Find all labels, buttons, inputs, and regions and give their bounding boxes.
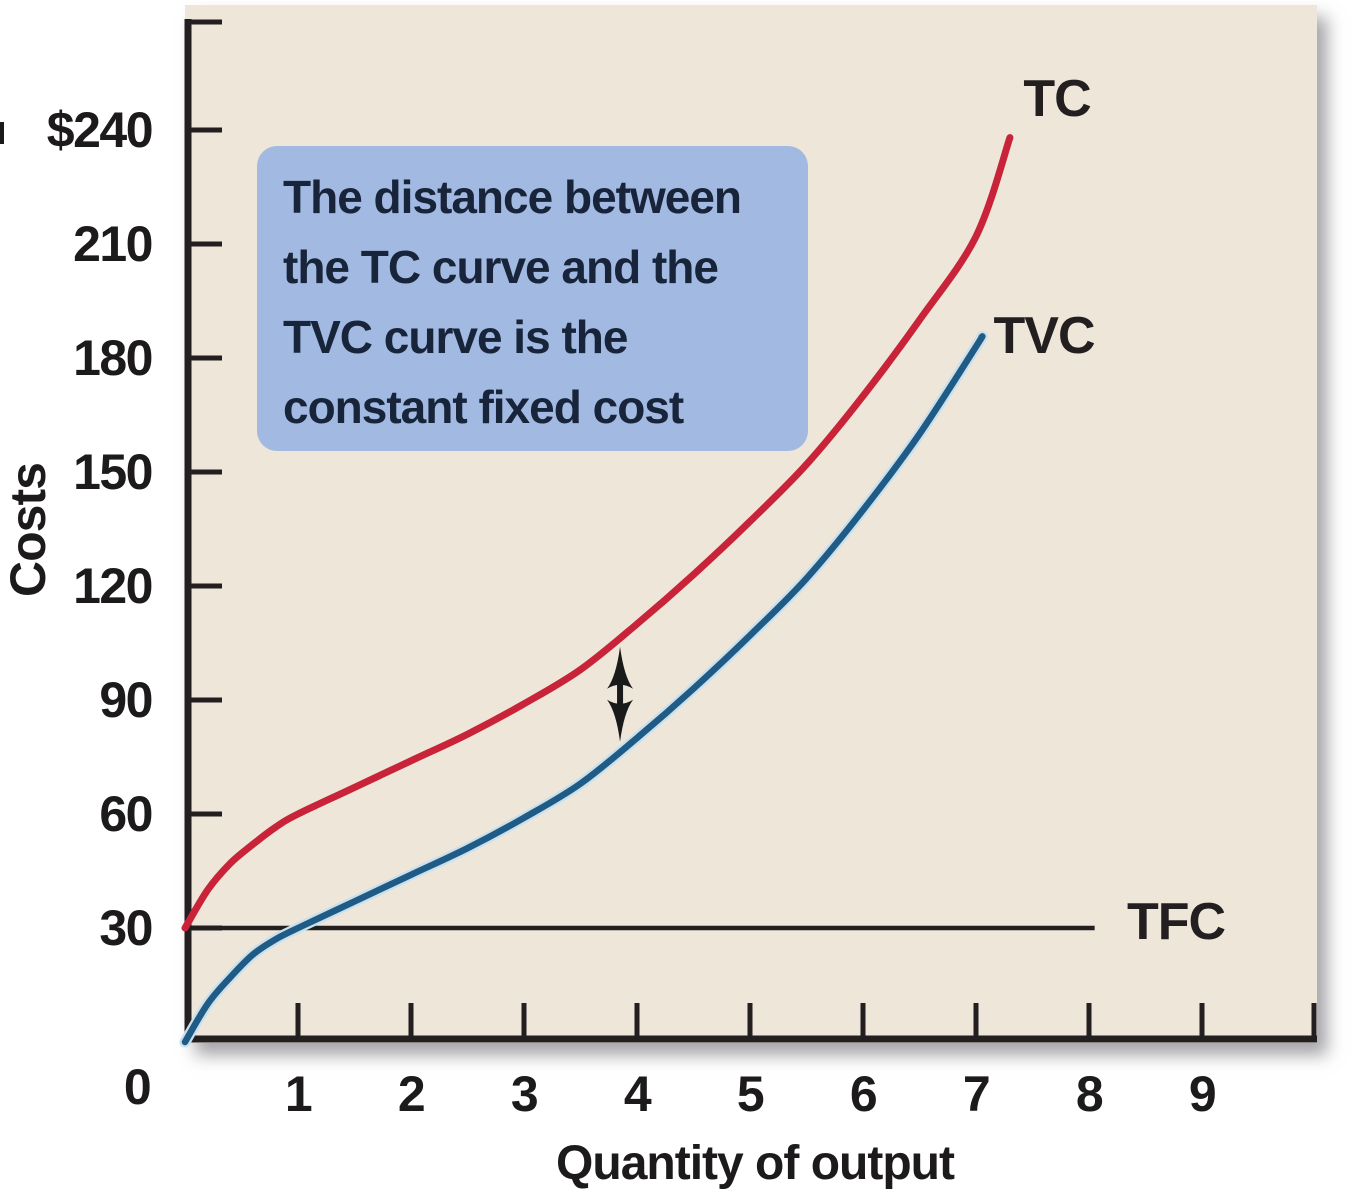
x-tick-label: 1 bbox=[284, 1066, 313, 1122]
x-tick-label: 8 bbox=[1075, 1066, 1104, 1122]
tc-curve-label: TC bbox=[1023, 70, 1091, 128]
annotation-line: the TC curve and the bbox=[283, 241, 719, 293]
tvc-curve bbox=[181, 333, 986, 1046]
origin-tick-label: 0 bbox=[123, 1059, 152, 1115]
y-tick-label: 30 bbox=[99, 900, 153, 956]
tfc-curve-label: TFC bbox=[1126, 893, 1226, 951]
y-tick-label: 180 bbox=[73, 330, 153, 386]
x-tick-label: 9 bbox=[1188, 1066, 1217, 1122]
x-tick-label: 4 bbox=[623, 1066, 652, 1122]
cropped-glyph-artifact bbox=[0, 122, 4, 144]
x-tick-label: 2 bbox=[397, 1066, 426, 1122]
distance-arrow-head-up bbox=[607, 646, 634, 689]
annotation-line: constant fixed cost bbox=[283, 381, 684, 433]
y-tick-label: 150 bbox=[73, 444, 153, 500]
y-tick-label: 210 bbox=[73, 216, 153, 272]
y-tick-label: $240 bbox=[46, 102, 154, 158]
tc-curve bbox=[181, 134, 1014, 932]
x-tick-label: 6 bbox=[849, 1066, 878, 1122]
y-tick-label: 90 bbox=[99, 672, 153, 728]
y-tick-label: 120 bbox=[73, 558, 153, 614]
x-tick-label: 7 bbox=[962, 1066, 991, 1122]
tvc-curve-label: TVC bbox=[993, 307, 1096, 365]
x-axis-title: Quantity of output bbox=[556, 1137, 955, 1190]
annotation-box: The distance between the TC curve and th… bbox=[257, 146, 808, 451]
annotation-line: The distance between bbox=[283, 171, 742, 223]
annotation-line: TVC curve is the bbox=[283, 311, 628, 363]
y-tick-label: 60 bbox=[99, 786, 153, 842]
distance-arrow-head-down bbox=[607, 699, 634, 742]
x-tick-label: 5 bbox=[736, 1066, 765, 1122]
x-tick-label: 3 bbox=[510, 1066, 539, 1122]
